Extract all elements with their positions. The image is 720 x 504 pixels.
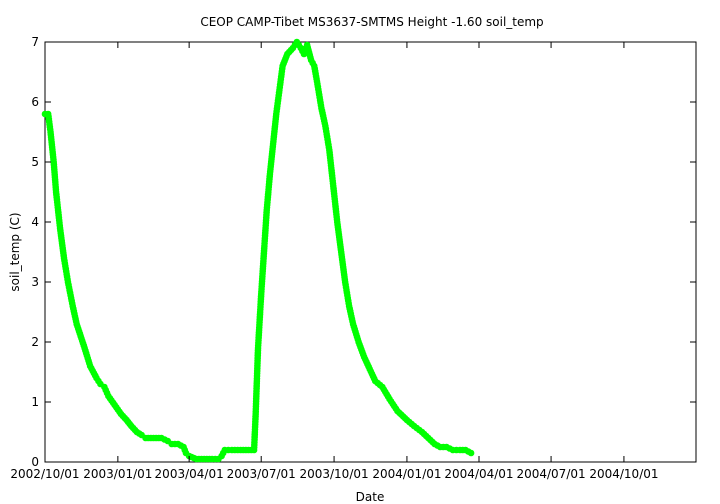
x-tick-label: 2004/01/01 [372, 467, 441, 481]
y-axis-label: soil_temp (C) [8, 212, 22, 291]
data-point [467, 449, 475, 457]
x-axis-label: Date [356, 490, 385, 504]
y-tick-label: 3 [31, 275, 39, 289]
x-tick-label: 2004/07/01 [516, 467, 585, 481]
y-tick-label: 6 [31, 95, 39, 109]
y-tick-label: 1 [31, 395, 39, 409]
y-tick-label: 2 [31, 335, 39, 349]
x-tick-label: 2002/10/01 [10, 467, 79, 481]
x-tick-label: 2003/07/01 [227, 467, 296, 481]
x-tick-label: 2003/01/01 [83, 467, 152, 481]
chart-title: CEOP CAMP-Tibet MS3637-SMTMS Height -1.6… [200, 15, 543, 29]
plot-area-frame [44, 41, 697, 463]
y-tick-label: 4 [31, 215, 39, 229]
series-points [41, 38, 475, 463]
y-tick-label: 0 [31, 455, 39, 469]
x-tick-label: 2004/10/01 [589, 467, 658, 481]
y-tick-label: 5 [31, 155, 39, 169]
x-tick-label: 2003/04/01 [155, 467, 224, 481]
y-tick-label: 7 [31, 35, 39, 49]
x-tick-label: 2003/10/01 [299, 467, 368, 481]
x-tick-label: 2004/04/01 [444, 467, 513, 481]
